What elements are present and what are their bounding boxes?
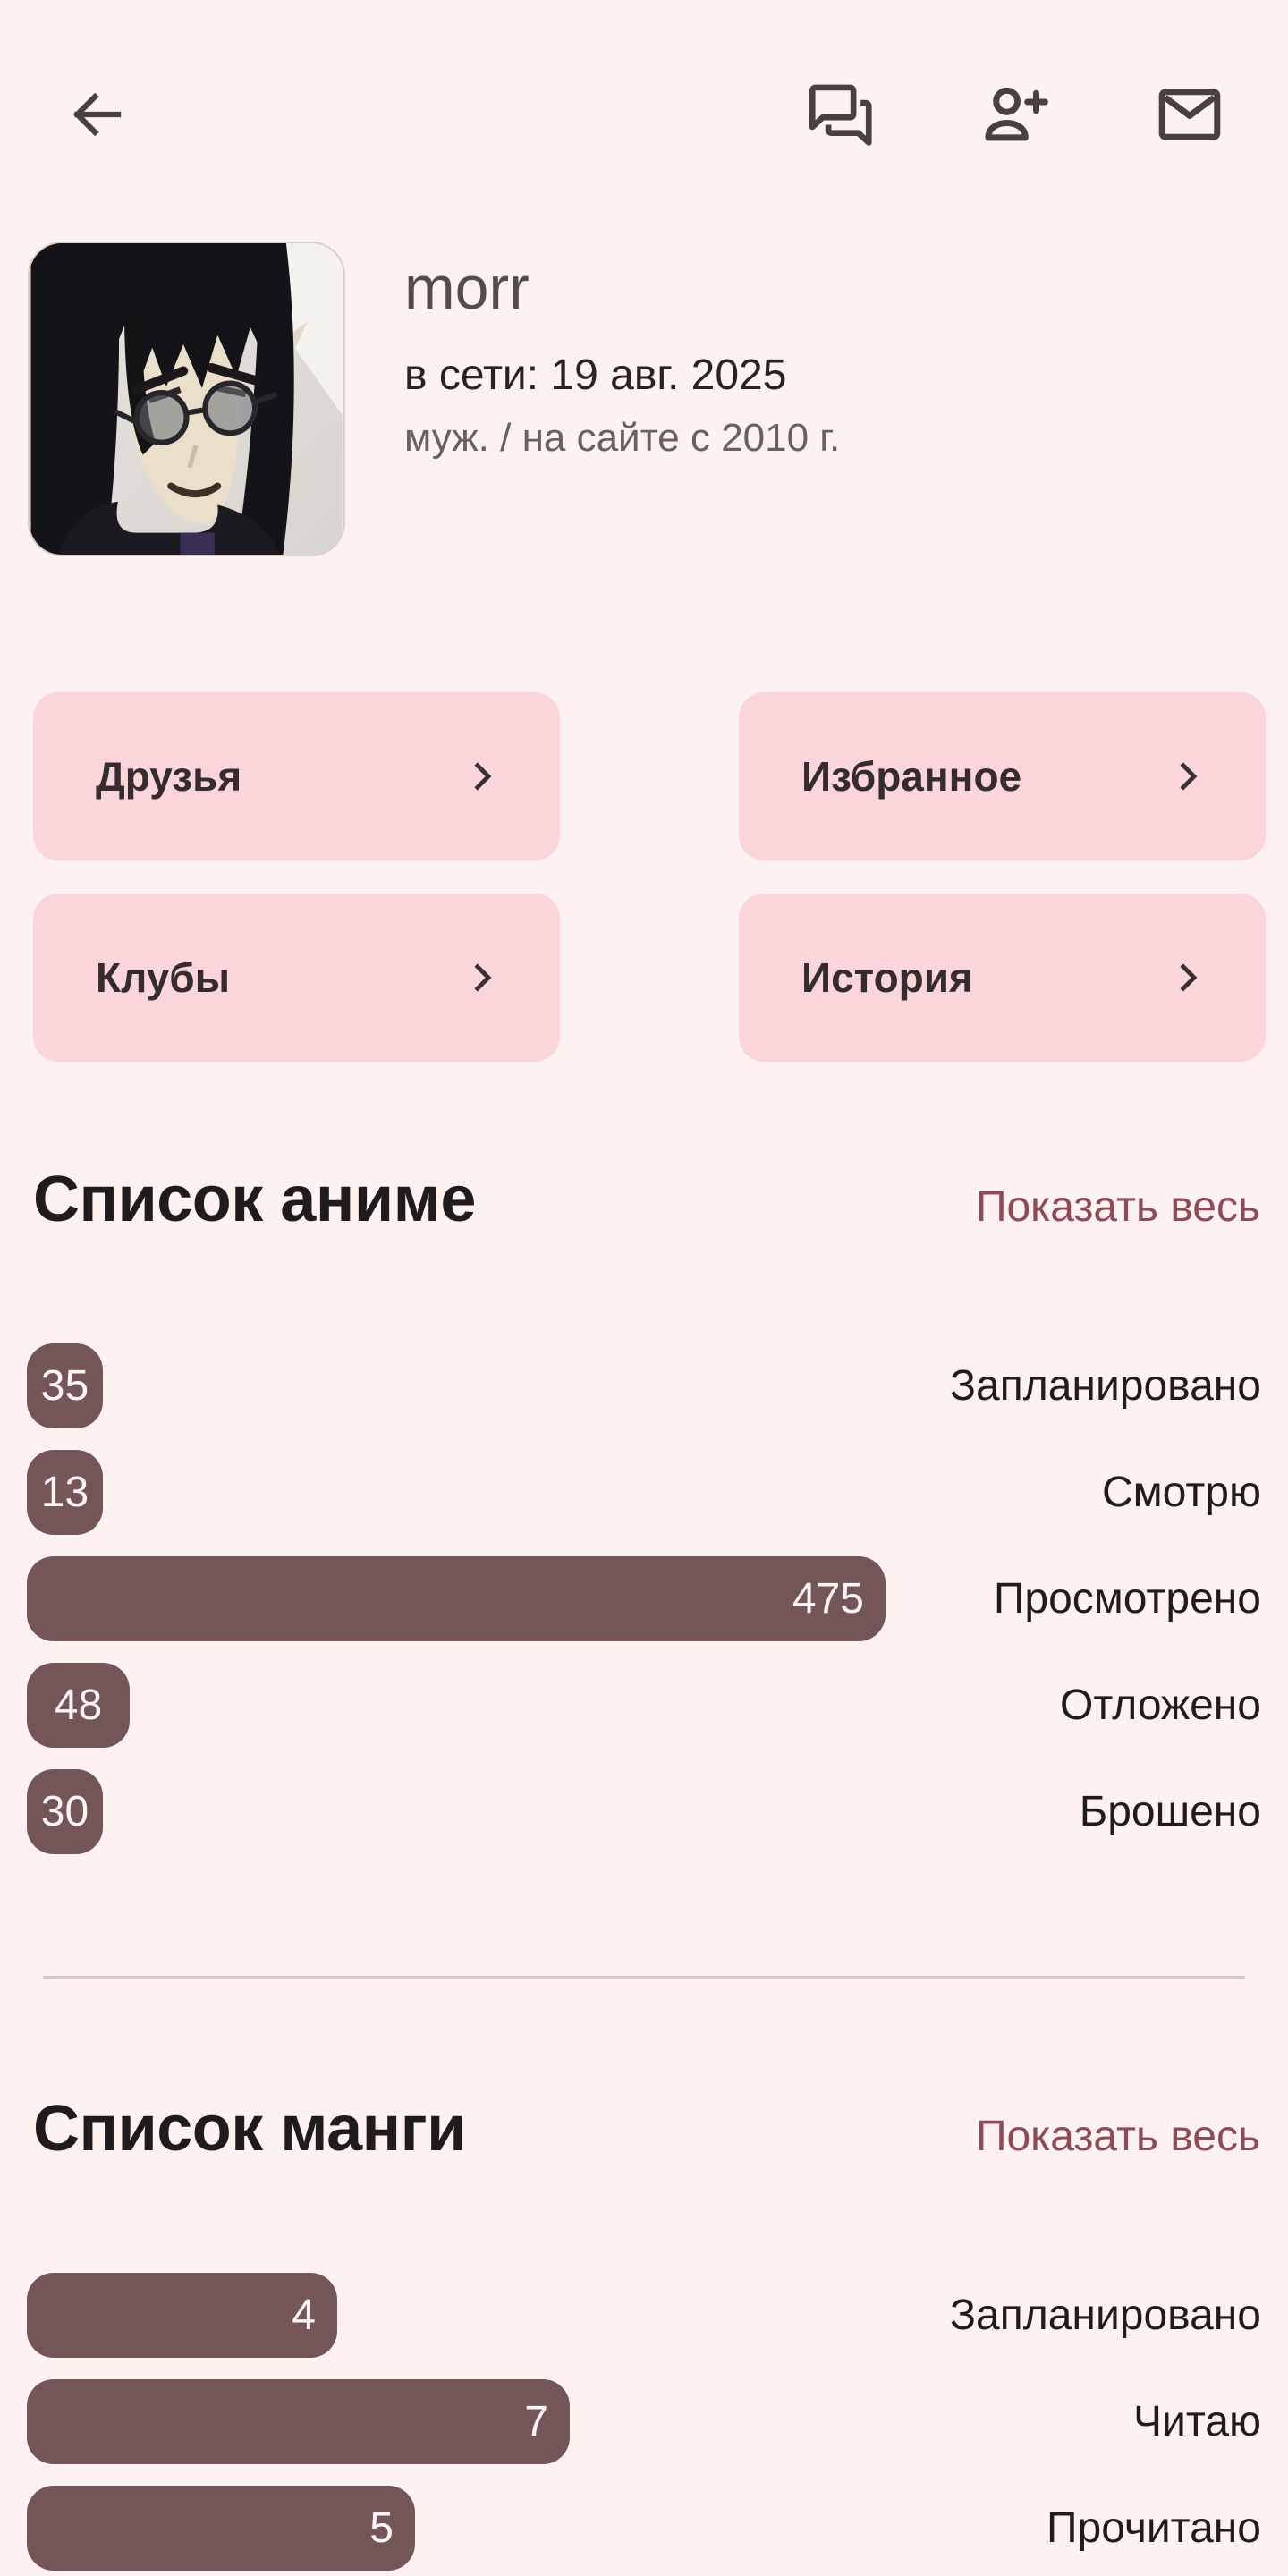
manga-chart: 4 Запланировано 7 Читаю 5 Прочитано [0, 2273, 1288, 2571]
back-button[interactable] [55, 73, 138, 156]
chart-bar: 48 [27, 1663, 130, 1748]
history-label: История [801, 954, 973, 1001]
comments-button[interactable] [798, 73, 880, 156]
chart-row: 4 Запланировано [27, 2273, 1261, 2358]
chart-label: Брошено [1079, 1788, 1261, 1835]
anime-chart: 35 Запланировано 13 Смотрю 475 Просмотрено 48 О… [0, 1343, 1288, 1854]
chart-label: Запланировано [950, 2292, 1261, 2339]
chart-row: 475 Просмотрено [27, 1556, 1261, 1641]
chart-bar: 4 [27, 2273, 337, 2358]
chart-bar: 5 [27, 2486, 415, 2571]
profile-info: morr в сети: 19 авг. 2025 муж. / на сайт… [404, 243, 840, 555]
section-divider [43, 1976, 1245, 1979]
chart-value: 4 [292, 2292, 316, 2339]
chart-bar: 13 [27, 1450, 103, 1535]
anime-character-portrait [30, 243, 343, 555]
chart-label: Просмотрено [993, 1575, 1261, 1623]
chart-value: 475 [792, 1575, 864, 1623]
clubs-button[interactable]: Клубы [33, 894, 560, 1062]
chart-row: 5 Прочитано [27, 2486, 1261, 2571]
show-all-manga-link[interactable]: Показать весь [975, 2113, 1260, 2160]
profile-header: morr в сети: 19 авг. 2025 муж. / на сайт… [0, 243, 1288, 555]
anime-section-title: Список аниме [33, 1164, 476, 1235]
chart-value: 35 [40, 1362, 89, 1410]
arrow-left-icon [64, 82, 129, 147]
manga-section-header: Список манги Показать весь [0, 2092, 1288, 2165]
last-online: в сети: 19 авг. 2025 [404, 352, 787, 399]
mail-icon [1152, 77, 1227, 152]
chart-value: 5 [369, 2504, 394, 2552]
chart-bar: 7 [27, 2379, 570, 2464]
chevron-right-icon [462, 756, 503, 797]
friends-label: Друзья [96, 753, 242, 800]
top-app-bar [0, 52, 1288, 177]
manga-list-section: Список манги Показать весь 4 Запланирован… [0, 2092, 1288, 2571]
forum-icon [801, 77, 877, 152]
add-friend-button[interactable] [973, 73, 1055, 156]
chart-row: 48 Отложено [27, 1663, 1261, 1748]
topbar-actions [798, 73, 1231, 156]
favorites-label: Избранное [801, 753, 1022, 800]
chevron-right-icon [462, 957, 503, 998]
show-all-anime-link[interactable]: Показать весь [975, 1183, 1260, 1231]
chart-label: Отложено [1060, 1682, 1261, 1729]
chart-label: Читаю [1133, 2398, 1261, 2445]
chevron-right-icon [1167, 756, 1208, 797]
username: morr [404, 254, 530, 322]
manga-section-title: Список манги [33, 2093, 466, 2165]
profile-meta: муж. / на сайте с 2010 г. [404, 416, 841, 460]
avatar[interactable] [30, 243, 343, 555]
chart-row: 13 Смотрю [27, 1450, 1261, 1535]
clubs-label: Клубы [96, 954, 230, 1001]
chart-value: 48 [54, 1682, 103, 1729]
person-add-icon [977, 77, 1052, 152]
message-button[interactable] [1148, 73, 1231, 156]
anime-section-header: Список аниме Показать весь [0, 1163, 1288, 1236]
chart-value: 7 [524, 2398, 548, 2445]
chevron-right-icon [1167, 957, 1208, 998]
friends-button[interactable]: Друзья [33, 692, 560, 860]
chart-label: Смотрю [1102, 1469, 1261, 1516]
quick-links: Друзья Избранное Клубы История [0, 692, 1288, 1062]
history-button[interactable]: История [739, 894, 1266, 1062]
chart-row: 35 Запланировано [27, 1343, 1261, 1428]
chart-bar: 475 [27, 1556, 886, 1641]
chart-value: 13 [40, 1469, 89, 1516]
chart-row: 30 Брошено [27, 1769, 1261, 1854]
anime-list-section: Список аниме Показать весь 35 Запланирова… [0, 1163, 1288, 1854]
favorites-button[interactable]: Избранное [739, 692, 1266, 860]
chart-bar: 30 [27, 1769, 103, 1854]
chart-label: Запланировано [950, 1362, 1261, 1410]
chart-label: Прочитано [1046, 2504, 1261, 2552]
chart-value: 30 [40, 1788, 89, 1835]
chart-row: 7 Читаю [27, 2379, 1261, 2464]
chart-bar: 35 [27, 1343, 103, 1428]
